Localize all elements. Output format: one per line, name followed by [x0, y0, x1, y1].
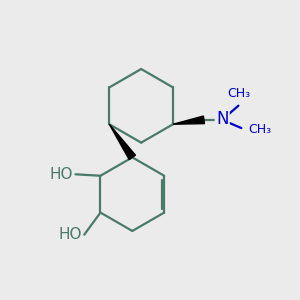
Polygon shape	[173, 116, 205, 124]
Text: N: N	[216, 110, 229, 128]
Text: CH₃: CH₃	[248, 123, 271, 136]
Text: HO: HO	[58, 227, 82, 242]
Text: CH₃: CH₃	[227, 87, 250, 101]
Polygon shape	[109, 124, 136, 160]
Text: HO: HO	[50, 167, 73, 182]
